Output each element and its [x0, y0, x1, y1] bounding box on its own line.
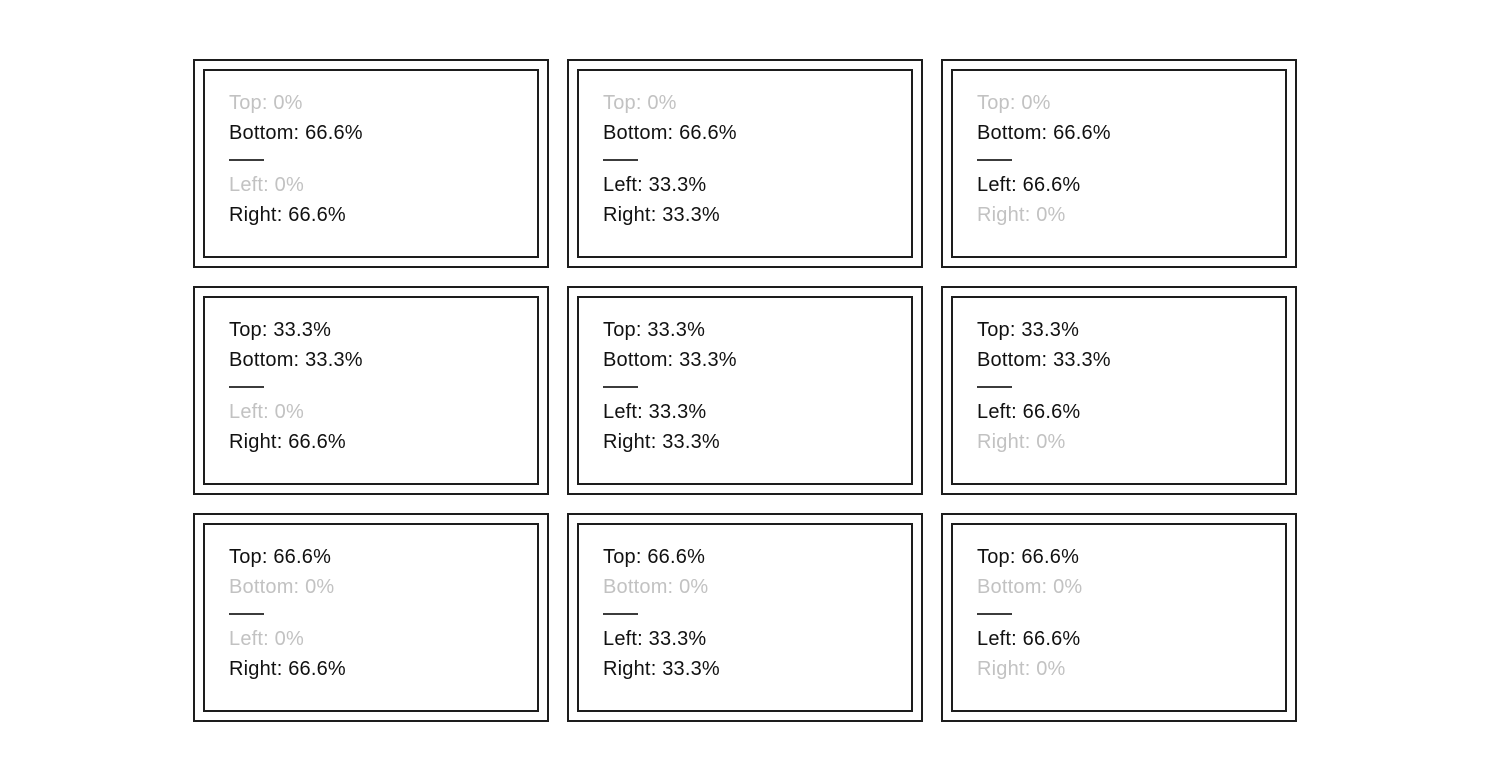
top-offset-line: Top: 33.3% [229, 319, 332, 341]
right-offset-line: Right: 33.3% [603, 658, 720, 680]
offset-card-inner: Top: 66.6% Bottom: 0% Left: 33.3% Right:… [577, 523, 913, 712]
bottom-offset-line: Bottom: 0% [229, 576, 335, 598]
top-offset-line: Top: 0% [977, 92, 1051, 114]
offset-card-inner: Top: 33.3% Bottom: 33.3% Left: 66.6% Rig… [951, 296, 1287, 485]
divider [229, 386, 264, 388]
divider [977, 159, 1012, 161]
offset-card: Top: 66.6% Bottom: 0% Left: 33.3% Right:… [567, 513, 923, 722]
offset-card: Top: 66.6% Bottom: 0% Left: 0% Right: 66… [193, 513, 549, 722]
left-offset-line: Left: 66.6% [977, 174, 1081, 196]
offset-card: Top: 0% Bottom: 66.6% Left: 33.3% Right:… [567, 59, 923, 268]
left-offset-line: Left: 33.3% [603, 628, 707, 650]
bottom-offset-line: Bottom: 33.3% [977, 349, 1111, 371]
top-offset-line: Top: 66.6% [229, 546, 332, 568]
right-offset-line: Right: 66.6% [229, 431, 346, 453]
right-offset-line: Right: 66.6% [229, 204, 346, 226]
divider [229, 613, 264, 615]
right-offset-line: Right: 0% [977, 658, 1066, 680]
right-offset-line: Right: 0% [977, 204, 1066, 226]
offset-card: Top: 33.3% Bottom: 33.3% Left: 0% Right:… [193, 286, 549, 495]
offset-card-inner: Top: 66.6% Bottom: 0% Left: 66.6% Right:… [951, 523, 1287, 712]
left-offset-line: Left: 33.3% [603, 401, 707, 423]
bottom-offset-line: Bottom: 66.6% [603, 122, 737, 144]
right-offset-line: Right: 0% [977, 431, 1066, 453]
offset-card-inner: Top: 0% Bottom: 66.6% Left: 33.3% Right:… [577, 69, 913, 258]
offset-card: Top: 66.6% Bottom: 0% Left: 66.6% Right:… [941, 513, 1297, 722]
offset-card: Top: 0% Bottom: 66.6% Left: 66.6% Right:… [941, 59, 1297, 268]
bottom-offset-line: Bottom: 0% [977, 576, 1083, 598]
right-offset-line: Right: 33.3% [603, 431, 720, 453]
right-offset-line: Right: 66.6% [229, 658, 346, 680]
left-offset-line: Left: 33.3% [603, 174, 707, 196]
bottom-offset-line: Bottom: 66.6% [977, 122, 1111, 144]
divider [603, 386, 638, 388]
top-offset-line: Top: 33.3% [977, 319, 1080, 341]
divider [977, 613, 1012, 615]
left-offset-line: Left: 0% [229, 628, 304, 650]
left-offset-line: Left: 0% [229, 174, 304, 196]
left-offset-line: Left: 0% [229, 401, 304, 423]
right-offset-line: Right: 33.3% [603, 204, 720, 226]
offset-card: Top: 33.3% Bottom: 33.3% Left: 66.6% Rig… [941, 286, 1297, 495]
offset-card-inner: Top: 0% Bottom: 66.6% Left: 0% Right: 66… [203, 69, 539, 258]
bottom-offset-line: Bottom: 0% [603, 576, 709, 598]
offset-card-inner: Top: 33.3% Bottom: 33.3% Left: 33.3% Rig… [577, 296, 913, 485]
offset-grid: Top: 0% Bottom: 66.6% Left: 0% Right: 66… [193, 59, 1297, 722]
offset-card: Top: 0% Bottom: 66.6% Left: 0% Right: 66… [193, 59, 549, 268]
bottom-offset-line: Bottom: 33.3% [229, 349, 363, 371]
divider [977, 386, 1012, 388]
bottom-offset-line: Bottom: 66.6% [229, 122, 363, 144]
bottom-offset-line: Bottom: 33.3% [603, 349, 737, 371]
offset-card-inner: Top: 66.6% Bottom: 0% Left: 0% Right: 66… [203, 523, 539, 712]
top-offset-line: Top: 0% [603, 92, 677, 114]
offset-card: Top: 33.3% Bottom: 33.3% Left: 33.3% Rig… [567, 286, 923, 495]
left-offset-line: Left: 66.6% [977, 401, 1081, 423]
divider [603, 613, 638, 615]
top-offset-line: Top: 66.6% [603, 546, 706, 568]
left-offset-line: Left: 66.6% [977, 628, 1081, 650]
top-offset-line: Top: 33.3% [603, 319, 706, 341]
divider [229, 159, 264, 161]
offset-card-inner: Top: 0% Bottom: 66.6% Left: 66.6% Right:… [951, 69, 1287, 258]
divider [603, 159, 638, 161]
top-offset-line: Top: 66.6% [977, 546, 1080, 568]
offset-card-inner: Top: 33.3% Bottom: 33.3% Left: 0% Right:… [203, 296, 539, 485]
top-offset-line: Top: 0% [229, 92, 303, 114]
